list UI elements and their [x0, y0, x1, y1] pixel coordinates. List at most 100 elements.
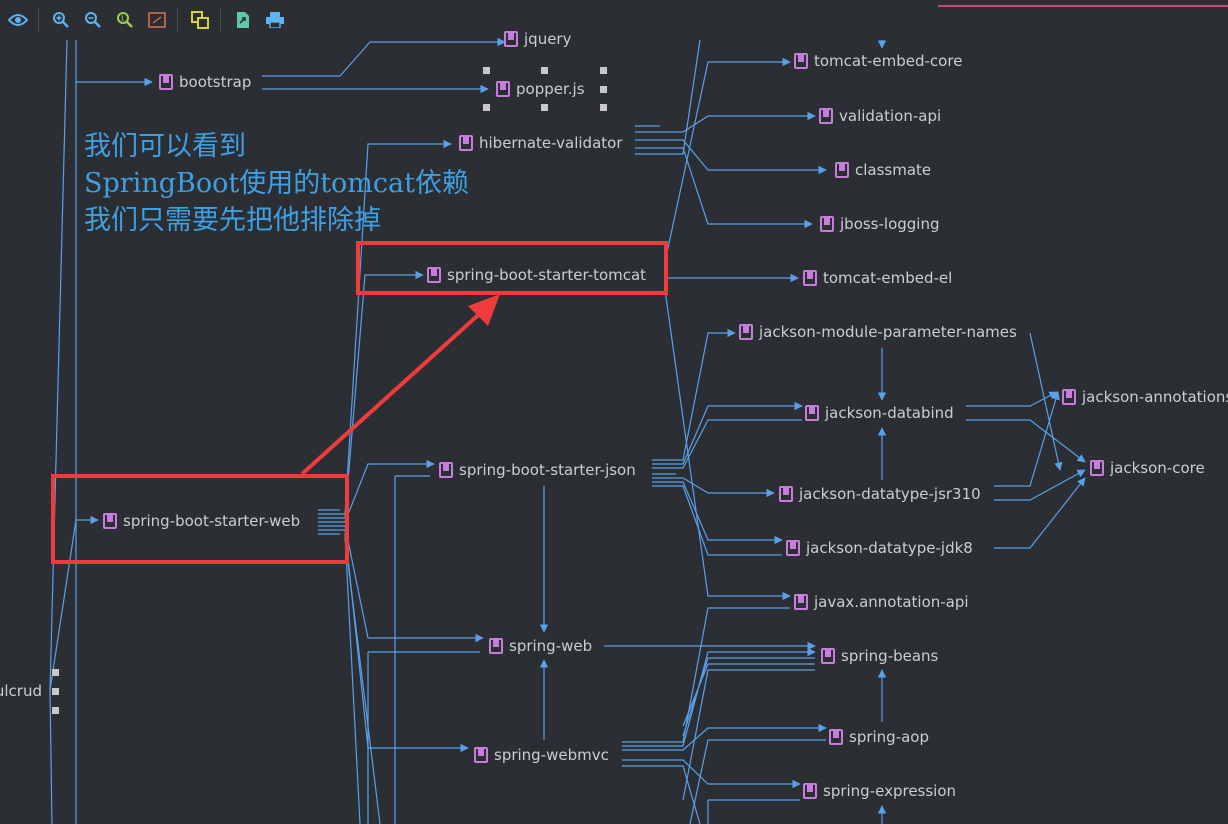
node-label: spring-web [509, 637, 593, 655]
node-label: bootstrap [179, 73, 252, 91]
node-label: jackson-datatype-jsr310 [799, 485, 981, 503]
jar-icon [427, 267, 441, 283]
zoom-out-icon[interactable] [79, 6, 107, 34]
node-label: jackson-datatype-jdk8 [806, 539, 973, 557]
annotation-line-1: 我们可以看到 [84, 131, 246, 162]
node-label: jackson-annotations [1082, 388, 1228, 406]
node-root-project[interactable]: restfulcrud [0, 682, 42, 700]
actual-size-icon[interactable]: 1 [111, 6, 139, 34]
node-label: validation-api [839, 107, 942, 125]
node-spring-beans[interactable]: spring-beans [821, 647, 938, 665]
svg-text:1: 1 [120, 15, 124, 23]
jar-icon [805, 405, 819, 421]
node-label: jquery [524, 30, 572, 48]
node-label: classmate [855, 161, 932, 179]
export-icon[interactable] [229, 6, 257, 34]
node-jackson-datatype-jsr310[interactable]: jackson-datatype-jsr310 [779, 485, 981, 503]
jar-icon [496, 81, 510, 97]
node-jackson-databind[interactable]: jackson-databind [805, 404, 954, 422]
selection-handle[interactable] [52, 688, 59, 695]
selection-handle[interactable] [541, 104, 548, 111]
highlight-box-starter-tomcat [356, 241, 668, 295]
jar-icon [786, 540, 800, 556]
selection-handle[interactable] [52, 669, 59, 676]
toolbar-separator [177, 9, 178, 31]
jar-icon [829, 729, 843, 745]
node-hibernate-validator[interactable]: hibernate-validator [459, 134, 623, 152]
jar-icon [803, 783, 817, 799]
node-jackson-datatype-jdk8[interactable]: jackson-datatype-jdk8 [786, 539, 973, 557]
node-jackson-annotations[interactable]: jackson-annotations [1062, 388, 1228, 406]
node-spring-boot-starter-tomcat[interactable]: spring-boot-starter-tomcat [427, 266, 646, 284]
jar-icon [439, 462, 453, 478]
jar-icon [779, 486, 793, 502]
node-javax-annotation-api[interactable]: javax.annotation-api [794, 593, 969, 611]
node-tomcat-embed-el[interactable]: tomcat-embed-el [803, 269, 952, 287]
node-label: jackson-databind [825, 404, 954, 422]
highlight-box-starter-web [51, 474, 349, 564]
jar-icon [820, 216, 834, 232]
node-label: jackson-core [1110, 459, 1205, 477]
node-label: spring-beans [841, 647, 939, 665]
node-validation-api[interactable]: validation-api [819, 107, 941, 125]
layout-icon[interactable] [186, 6, 214, 34]
annotation-line-3: 我们只需要先把他排除掉 [84, 205, 381, 236]
node-bootstrap[interactable]: bootstrap [159, 73, 251, 91]
node-jboss-logging[interactable]: jboss-logging [820, 215, 940, 233]
selection-handle[interactable] [52, 707, 59, 714]
jar-icon [159, 74, 173, 90]
node-spring-webmvc[interactable]: spring-webmvc [474, 746, 609, 764]
jar-icon [794, 53, 808, 69]
node-popperjs[interactable]: popper.js [496, 80, 585, 98]
jar-icon [504, 31, 518, 47]
selection-handle[interactable] [483, 67, 490, 74]
annotation-line-2: SpringBoot使用的tomcat依赖 [84, 168, 469, 199]
selection-handle[interactable] [541, 67, 548, 74]
jar-icon [103, 513, 117, 529]
node-spring-expression[interactable]: spring-expression [803, 782, 956, 800]
node-label: tomcat-embed-el [823, 269, 953, 287]
node-label: hibernate-validator [479, 134, 623, 152]
jar-icon [1062, 389, 1076, 405]
node-tomcat-embed-core[interactable]: tomcat-embed-core [794, 52, 962, 70]
node-spring-aop[interactable]: spring-aop [829, 728, 929, 746]
jar-icon [803, 270, 817, 286]
selection-handle[interactable] [600, 86, 607, 93]
show-eye-icon[interactable] [4, 6, 32, 34]
node-label: spring-webmvc [494, 746, 609, 764]
node-label: javax.annotation-api [814, 593, 969, 611]
jar-icon [794, 594, 808, 610]
toolbar-separator [220, 9, 221, 31]
jar-icon [489, 638, 503, 654]
jar-icon [1090, 460, 1104, 476]
selection-handle[interactable] [600, 104, 607, 111]
node-spring-web[interactable]: spring-web [489, 637, 592, 655]
node-label: spring-boot-starter-tomcat [447, 266, 647, 284]
jar-icon [459, 135, 473, 151]
node-jackson-module-parameter-names[interactable]: jackson-module-parameter-names [739, 323, 1017, 341]
print-icon[interactable] [261, 6, 289, 34]
annotation-arrow-line [300, 306, 488, 476]
node-jackson-core[interactable]: jackson-core [1090, 459, 1205, 477]
node-label: spring-aop [849, 728, 930, 746]
node-label: restfulcrud [0, 682, 42, 700]
node-label: tomcat-embed-core [814, 52, 963, 70]
node-spring-boot-starter-web[interactable]: spring-boot-starter-web [103, 512, 300, 530]
node-jquery[interactable]: jquery [504, 30, 571, 48]
node-spring-boot-starter-json[interactable]: spring-boot-starter-json [439, 461, 636, 479]
annotation-text: 我们可以看到 SpringBoot使用的tomcat依赖 我们只需要先把他排除掉 [84, 128, 469, 239]
fit-content-icon[interactable] [143, 6, 171, 34]
selection-handle[interactable] [600, 67, 607, 74]
jar-icon [835, 162, 849, 178]
selection-handle[interactable] [483, 104, 490, 111]
jar-icon [474, 747, 488, 763]
annotation-arrowhead [468, 294, 500, 326]
diagram-toolbar: 1 [0, 0, 1228, 40]
node-label: spring-boot-starter-json [459, 461, 636, 479]
top-accent-line [938, 5, 1228, 7]
node-label: jackson-module-parameter-names [759, 323, 1017, 341]
zoom-in-icon[interactable] [47, 6, 75, 34]
node-classmate[interactable]: classmate [835, 161, 931, 179]
node-label: popper.js [516, 80, 585, 98]
